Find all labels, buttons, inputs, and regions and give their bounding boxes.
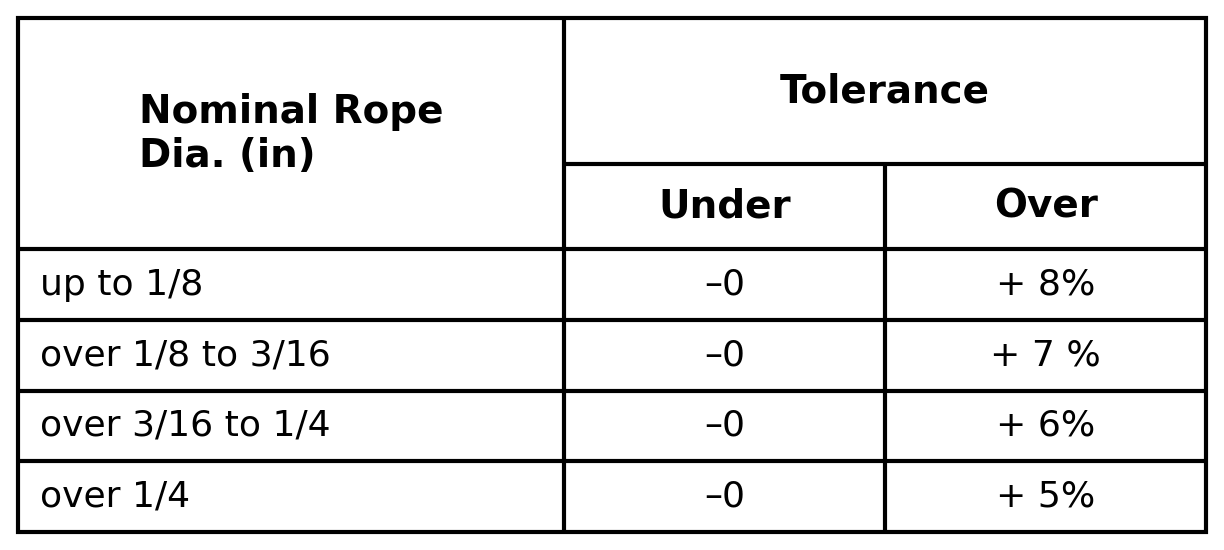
Text: over 1/8 to 3/16: over 1/8 to 3/16 bbox=[40, 338, 330, 372]
Text: + 7 %: + 7 % bbox=[990, 338, 1102, 372]
Text: over 3/16 to 1/4: over 3/16 to 1/4 bbox=[40, 409, 330, 443]
Text: over 1/4: over 1/4 bbox=[40, 480, 190, 514]
Text: Nominal Rope
Dia. (in): Nominal Rope Dia. (in) bbox=[140, 92, 443, 175]
Text: –0: –0 bbox=[704, 268, 745, 301]
Text: –0: –0 bbox=[704, 338, 745, 372]
Text: Over: Over bbox=[994, 188, 1098, 226]
Text: + 8%: + 8% bbox=[996, 268, 1095, 301]
Text: –0: –0 bbox=[704, 409, 745, 443]
Text: up to 1/8: up to 1/8 bbox=[40, 268, 203, 301]
Text: Under: Under bbox=[659, 188, 791, 226]
Text: Tolerance: Tolerance bbox=[780, 72, 990, 110]
Text: + 5%: + 5% bbox=[996, 480, 1095, 514]
Text: + 6%: + 6% bbox=[996, 409, 1095, 443]
Text: –0: –0 bbox=[704, 480, 745, 514]
